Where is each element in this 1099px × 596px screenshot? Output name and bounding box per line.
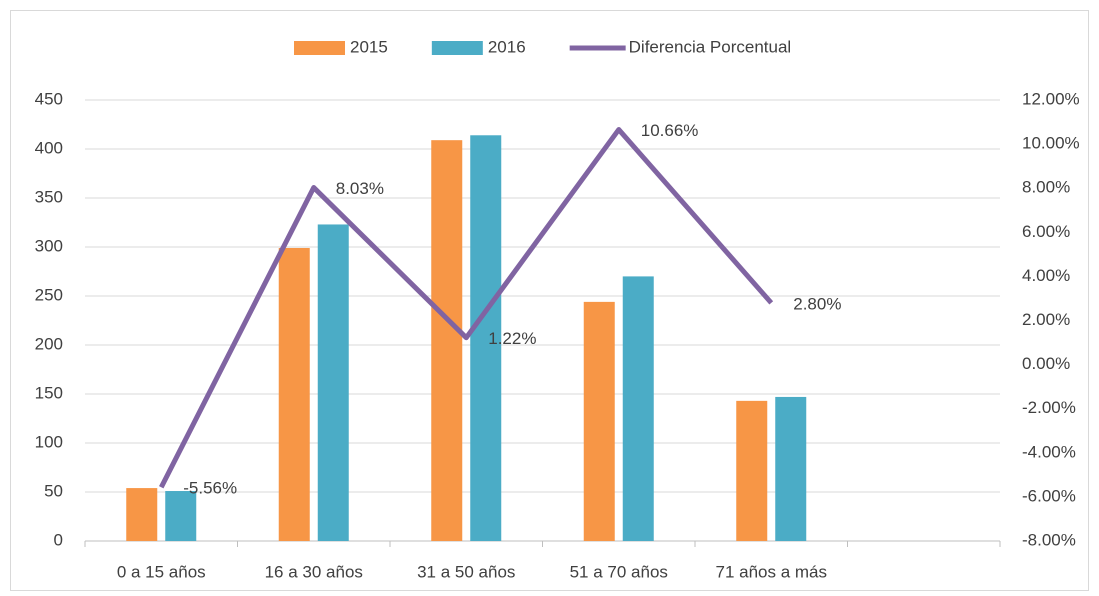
- y2-tick-label: 12.00%: [1022, 89, 1080, 108]
- y2-tick-label: 2.00%: [1022, 310, 1070, 329]
- y-tick-label: 150: [35, 383, 63, 402]
- y2-tick-label: 10.00%: [1022, 134, 1080, 153]
- bar: [278, 247, 310, 542]
- y-tick-label: 250: [35, 285, 63, 304]
- x-tick-label: 0 a 15 años: [117, 562, 206, 581]
- y2-tick-label: 8.00%: [1022, 178, 1070, 197]
- y2-tick-label: -6.00%: [1022, 486, 1076, 505]
- x-tick-label: 16 a 30 años: [265, 562, 363, 581]
- y2-tick-label: 0.00%: [1022, 354, 1070, 373]
- bar: [736, 400, 768, 541]
- bar: [583, 301, 615, 541]
- line-series: [159, 127, 774, 489]
- data-label: 2.80%: [793, 294, 841, 313]
- x-tick-label: 71 años a más: [715, 562, 827, 581]
- bar: [126, 488, 158, 541]
- y2-tick-label: -2.00%: [1022, 398, 1076, 417]
- legend-label: Diferencia Porcentual: [629, 37, 792, 56]
- y2-tick-label: -8.00%: [1022, 530, 1076, 549]
- bar: [775, 396, 807, 541]
- x-tick-label: 31 a 50 años: [417, 562, 515, 581]
- y-tick-label: 200: [35, 334, 63, 353]
- y-tick-label: 350: [35, 187, 63, 206]
- bar: [165, 491, 197, 541]
- bar: [317, 224, 349, 541]
- legend-label: 2015: [350, 37, 388, 56]
- x-tick-label: 51 a 70 años: [570, 562, 668, 581]
- legend-label: 2016: [488, 37, 526, 56]
- data-label: 8.03%: [336, 179, 384, 198]
- y-tick-label: 0: [54, 530, 63, 549]
- y-tick-label: 50: [44, 481, 63, 500]
- bar: [470, 135, 502, 541]
- y-tick-label: 450: [35, 89, 63, 108]
- bar: [431, 140, 463, 541]
- data-label: 1.22%: [488, 329, 536, 348]
- legend-swatch: [294, 41, 345, 55]
- y2-tick-label: 4.00%: [1022, 266, 1070, 285]
- y-tick-label: 300: [35, 236, 63, 255]
- bar: [622, 276, 654, 541]
- y-tick-label: 100: [35, 432, 63, 451]
- legend-swatch: [431, 41, 483, 55]
- y2-tick-label: 6.00%: [1022, 222, 1070, 241]
- data-label: 10.66%: [641, 121, 699, 140]
- y-tick-label: 400: [35, 138, 63, 157]
- y2-tick-label: -4.00%: [1022, 442, 1076, 461]
- data-label: -5.56%: [183, 479, 237, 498]
